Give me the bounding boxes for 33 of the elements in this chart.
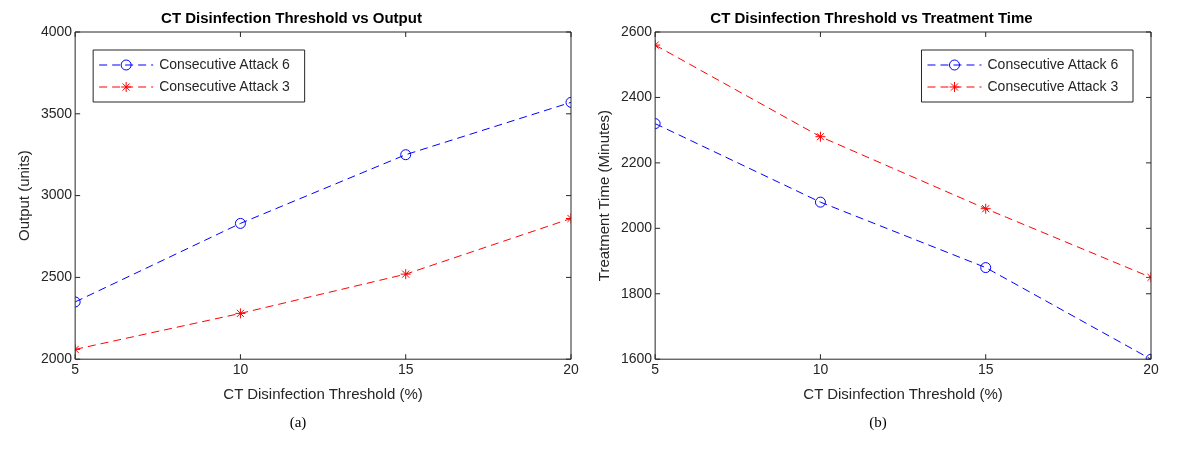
y-tick-label: 2000 — [620, 219, 653, 236]
y-tick-label: 3500 — [40, 104, 73, 121]
y-tick-label: 2500 — [40, 268, 73, 285]
chart-title: CT Disinfection Threshold vs Output — [161, 9, 422, 27]
y-axis-title: Treatment Time (Minutes) — [595, 110, 613, 282]
y-tick-label: 2600 — [620, 22, 653, 39]
y-tick-label: 1600 — [620, 350, 653, 367]
y-tick-label: 3000 — [40, 186, 73, 203]
y-tick-label: 2400 — [620, 88, 653, 105]
x-tick-label: 15 — [397, 361, 414, 378]
x-tick-label: 10 — [812, 361, 829, 378]
point — [814, 196, 826, 208]
text: (a) — [288, 414, 308, 431]
y-axis-title: Output (units) — [15, 150, 33, 242]
x-tick-label: 20 — [563, 361, 579, 378]
y-tick-label: 4000 — [40, 22, 73, 39]
x-tick-label: 10 — [232, 361, 249, 378]
x-axis-title: CT Disinfection Threshold (%) — [803, 385, 1003, 403]
chart-title: CT Disinfection Threshold vs Treatment Time — [710, 9, 1033, 27]
y-tick-label: 2200 — [620, 153, 653, 170]
x-tick-label: 20 — [1143, 361, 1159, 378]
x-axis-title: CT Disinfection Threshold (%) — [223, 385, 423, 403]
x-tick-label: 15 — [977, 361, 994, 378]
legend-label: Consecutive Attack 3 — [987, 77, 1119, 94]
point — [980, 262, 992, 274]
legend-label: Consecutive Attack 6 — [987, 55, 1119, 72]
legend-label: Consecutive Attack 6 — [159, 55, 291, 72]
y-tick-label: 2000 — [40, 350, 73, 367]
legend-label: Consecutive Attack 3 — [159, 77, 291, 94]
x-tick-label: 5 — [71, 361, 80, 378]
x-tick-label: 5 — [651, 361, 660, 378]
y-tick-label: 1800 — [620, 284, 653, 301]
text: (b) — [868, 414, 888, 431]
